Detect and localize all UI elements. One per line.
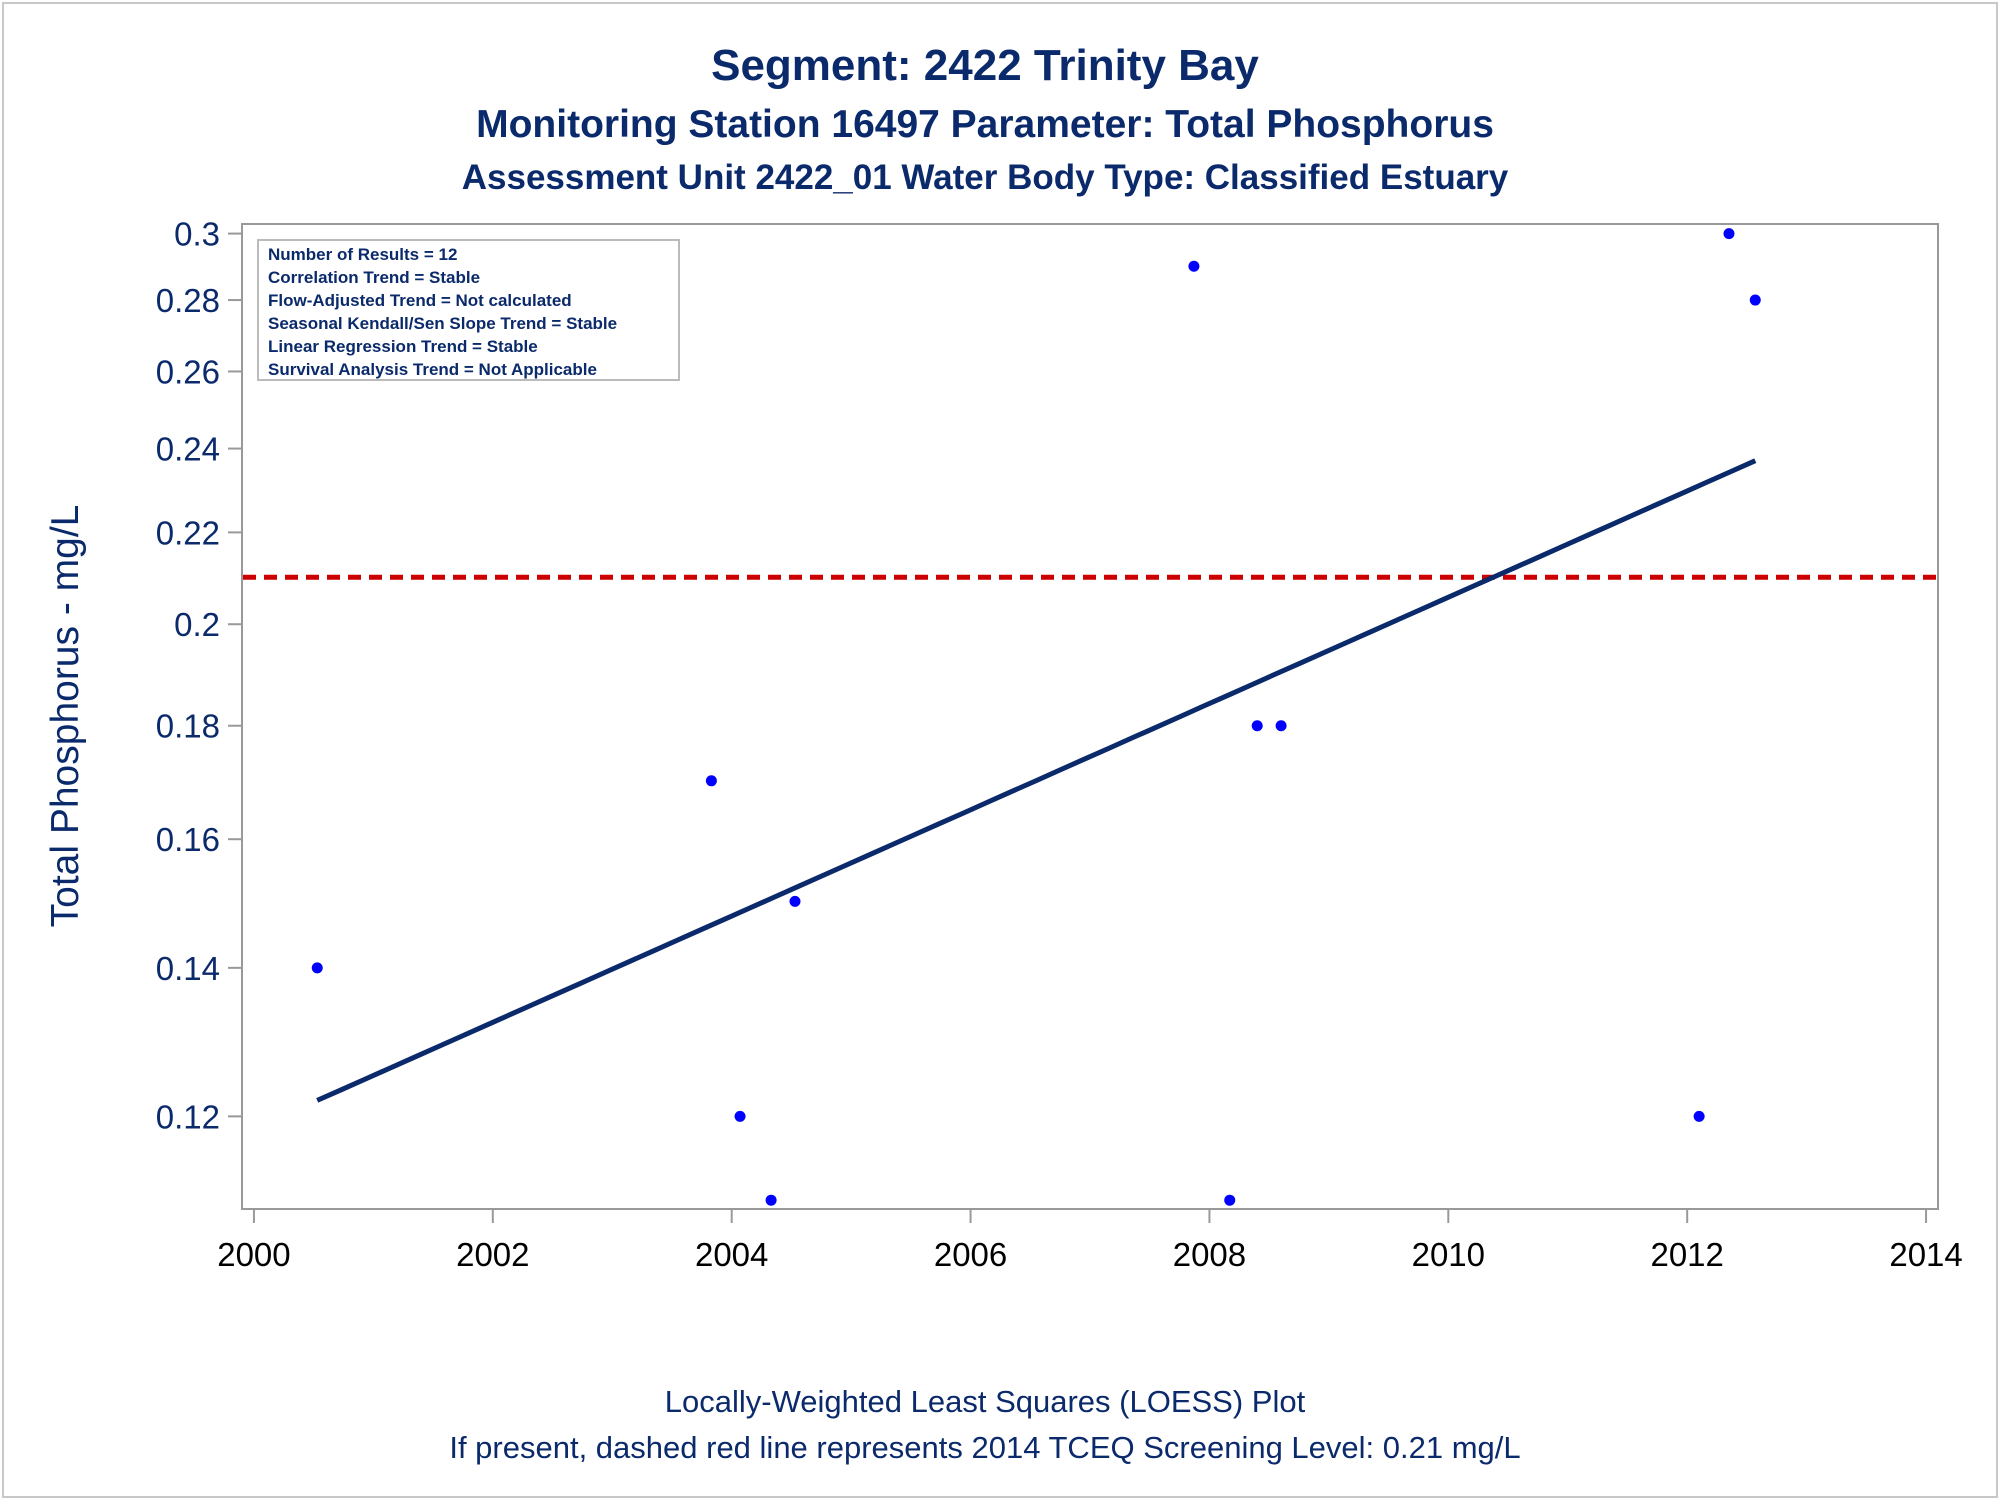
x-tick-labels: 2000 2002 2004 2006 2008 2010 2012 2014 [217, 1236, 1963, 1273]
x-tick-label: 2006 [934, 1236, 1007, 1273]
data-point [1749, 294, 1761, 306]
y-tick-labels: 0.12 0.14 0.16 0.18 0.2 0.22 0.24 0.26 0.28 0.3 [156, 216, 220, 1136]
plot-area [241, 223, 1939, 1210]
data-points [311, 228, 1761, 1206]
footer-screening-note: If present, dashed red line represents 2… [449, 1430, 1520, 1465]
y-tick-label: 0.14 [156, 950, 220, 987]
y-tick-label: 0.24 [156, 431, 220, 468]
x-tick-label: 2010 [1412, 1236, 1485, 1273]
stats-line-survival: Survival Analysis Trend = Not Applicable [268, 360, 597, 379]
chart-subtitle-unit: Assessment Unit 2422_01 Water Body Type:… [462, 158, 1509, 197]
stats-line-correlation: Correlation Trend = Stable [268, 268, 480, 287]
y-tick-label: 0.22 [156, 514, 220, 551]
stats-line-flow-adjusted: Flow-Adjusted Trend = Not calculated [268, 291, 572, 310]
data-point [705, 775, 717, 787]
data-point [311, 962, 323, 974]
axis-ticks [228, 232, 1928, 1223]
data-point [1251, 720, 1263, 732]
data-point [1224, 1194, 1236, 1206]
stats-line-results: Number of Results = 12 [268, 245, 457, 264]
y-tick-label: 0.18 [156, 708, 220, 745]
data-point [1188, 260, 1200, 272]
data-point [1693, 1110, 1705, 1122]
stats-box-border [257, 239, 680, 381]
data-point [1275, 720, 1287, 732]
y-tick-label: 0.12 [156, 1098, 220, 1135]
x-tick-label: 2012 [1650, 1236, 1723, 1273]
y-tick-label: 0.16 [156, 821, 220, 858]
y-tick-label: 0.2 [174, 606, 220, 643]
data-point [765, 1194, 777, 1206]
stats-line-seasonal-kendall: Seasonal Kendall/Sen Slope Trend = Stabl… [268, 314, 617, 333]
loess-trend-line [316, 458, 1757, 1103]
data-point [789, 895, 801, 907]
x-tick-label: 2004 [695, 1236, 768, 1273]
data-point [734, 1110, 746, 1122]
chart-subtitle-station: Monitoring Station 16497 Parameter: Tota… [476, 103, 1494, 146]
x-tick-label: 2000 [217, 1236, 290, 1273]
stats-box: Number of Results = 12 Correlation Trend… [257, 239, 680, 381]
x-tick-label: 2002 [456, 1236, 529, 1273]
footer-loess-note: Locally-Weighted Least Squares (LOESS) P… [665, 1384, 1306, 1419]
y-axis-label: Total Phosphorus - mg/L [44, 505, 87, 928]
chart-title: Segment: 2422 Trinity Bay [711, 41, 1259, 90]
y-tick-label: 0.26 [156, 353, 220, 390]
stats-line-linear-regression: Linear Regression Trend = Stable [268, 337, 538, 356]
x-tick-label: 2008 [1173, 1236, 1246, 1273]
x-tick-label: 2014 [1889, 1236, 1962, 1273]
y-tick-label: 0.3 [174, 216, 220, 253]
y-tick-label: 0.28 [156, 282, 220, 319]
data-point [1723, 228, 1735, 240]
